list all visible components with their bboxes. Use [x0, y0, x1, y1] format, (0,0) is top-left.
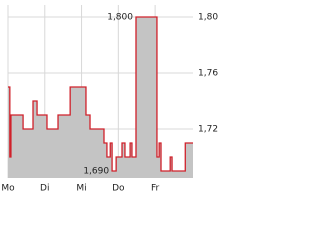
annotation: 1,800	[107, 13, 133, 23]
x-tick-label: Do	[112, 184, 125, 194]
x-tick-label: Di	[40, 184, 49, 194]
x-tick-label: Mi	[76, 184, 86, 194]
x-tick-label: Mo	[1, 184, 15, 194]
annotation: 1,690	[83, 167, 109, 177]
chart: 1,72 1,76 1,80 Mo Di Mi Do Fr 1,800 1,690	[1, 5, 218, 194]
area	[8, 17, 193, 178]
y-tick-label: 1,72	[198, 125, 218, 135]
y-tick-label: 1,80	[198, 13, 218, 23]
y-tick-label: 1,76	[198, 69, 218, 79]
x-tick-label: Fr	[151, 184, 160, 194]
line	[8, 16, 193, 172]
